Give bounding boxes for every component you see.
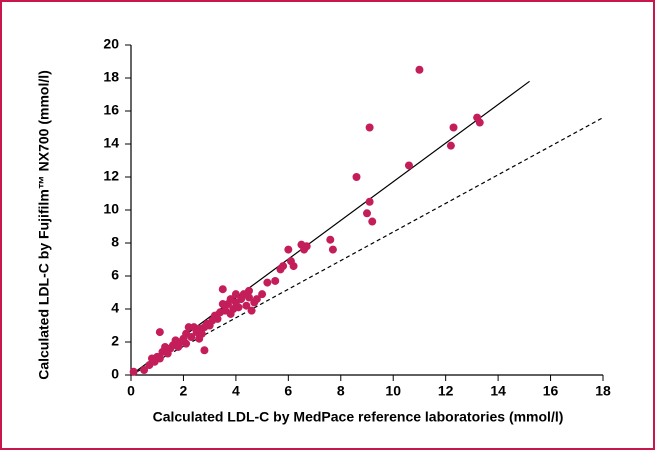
- point: [302, 242, 311, 251]
- x-tick-label: 0: [127, 383, 135, 399]
- x-tick-label: 10: [385, 383, 401, 399]
- point: [284, 245, 293, 254]
- point: [446, 141, 455, 150]
- y-tick-label: 12: [103, 168, 119, 184]
- point: [231, 290, 240, 299]
- point: [252, 295, 261, 304]
- point: [326, 235, 335, 244]
- y-tick-label: 20: [103, 36, 119, 52]
- point: [197, 329, 206, 338]
- point: [279, 262, 288, 271]
- x-tick-label: 6: [284, 383, 292, 399]
- point: [155, 328, 164, 337]
- point: [449, 123, 458, 132]
- point: [328, 245, 337, 254]
- x-tick-label: 2: [180, 383, 188, 399]
- x-tick-label: 4: [232, 383, 240, 399]
- x-tick-label: 14: [490, 383, 506, 399]
- point: [289, 262, 298, 271]
- point: [404, 161, 413, 170]
- point: [140, 366, 149, 375]
- chart: Calculated LDL-C by MedPace reference la…: [36, 36, 611, 425]
- dashed-line: [130, 117, 604, 376]
- point: [247, 306, 256, 315]
- point: [368, 217, 377, 226]
- y-tick-label: 18: [103, 69, 119, 85]
- y-tick-label: 8: [111, 234, 119, 250]
- y-tick-label: 14: [103, 135, 119, 151]
- y-tick-label: 4: [111, 300, 119, 316]
- point: [363, 209, 371, 218]
- point: [187, 333, 196, 342]
- point: [245, 293, 253, 302]
- y-tick-label: 10: [103, 201, 119, 217]
- point: [234, 303, 243, 312]
- y-tick-label: 2: [111, 333, 119, 349]
- x-axis-label: Calculated LDL-C by MedPace reference la…: [153, 409, 564, 425]
- y-axis-label: Calculated LDL-C by Fujifilm™ NX700 (mmo…: [36, 70, 52, 380]
- x-tick-label: 12: [438, 383, 454, 399]
- solid-line: [130, 80, 530, 376]
- y-tick-label: 16: [103, 102, 119, 118]
- x-tick-label: 8: [337, 383, 345, 399]
- point: [258, 290, 267, 299]
- point: [218, 285, 227, 294]
- y-tick-label: 6: [111, 267, 119, 283]
- point: [200, 346, 209, 355]
- y-tick-label: 0: [111, 366, 119, 382]
- point: [271, 276, 280, 285]
- point: [475, 118, 484, 127]
- point: [242, 301, 251, 310]
- point: [129, 367, 138, 376]
- point: [263, 278, 272, 287]
- point: [365, 197, 374, 206]
- point: [182, 339, 191, 348]
- point: [415, 65, 424, 74]
- x-tick-label: 16: [543, 383, 559, 399]
- x-tick-label: 18: [595, 383, 611, 399]
- point: [155, 354, 164, 363]
- point: [213, 314, 222, 323]
- point: [245, 286, 253, 295]
- point: [352, 173, 361, 181]
- point: [365, 123, 374, 132]
